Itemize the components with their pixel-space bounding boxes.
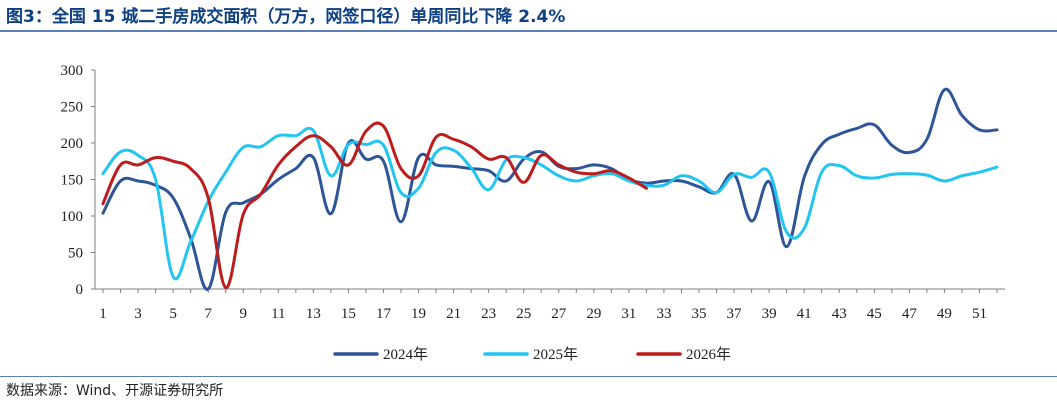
x-tick-label: 1 [99,306,107,322]
x-tick-label: 23 [481,306,496,322]
legend-label-2: 2025年 [533,346,578,363]
y-tick-label: 200 [61,136,84,152]
x-tick-label: 7 [204,306,212,322]
x-tick-label: 41 [797,306,812,322]
title-underline [0,30,1057,32]
x-tick-label: 37 [727,306,743,322]
x-tick-label: 31 [621,306,636,322]
legend-label-1: 2024年 [383,346,428,363]
source-divider [0,376,1057,377]
x-tick-label: 33 [656,306,671,322]
x-tick-label: 47 [902,306,918,322]
y-tick-label: 50 [68,246,83,262]
y-tick-label: 300 [61,63,84,79]
x-tick-label: 43 [832,306,847,322]
x-tick-label: 17 [376,306,392,322]
x-tick-label: 21 [446,306,461,322]
x-tick-label: 19 [411,306,426,322]
x-tick-label: 27 [551,306,567,322]
series-line-2 [101,126,999,281]
y-tick-label: 0 [76,282,84,298]
x-tick-label: 35 [692,306,707,322]
x-tick-label: 39 [762,306,777,322]
series-line-3 [101,121,648,290]
series-line-1 [101,87,999,291]
y-tick-label: 250 [61,100,84,116]
x-tick-label: 25 [516,306,531,322]
x-tick-label: 11 [271,306,285,322]
x-tick-label: 15 [341,306,356,322]
y-tick-label: 150 [61,173,84,189]
source-note: 数据来源：Wind、开源证券研究所 [6,383,224,399]
x-tick-label: 9 [239,306,247,322]
y-tick-label: 100 [61,209,84,225]
x-tick-label: 5 [169,306,177,322]
x-tick-label: 51 [972,306,987,322]
legend-label-3: 2026年 [686,346,731,363]
x-tick-label: 49 [937,306,952,322]
x-tick-label: 45 [867,306,882,322]
figure-title: 图3：全国 15 城二手房成交面积（万方，网签口径）单周同比下降 2.4% [6,7,566,27]
x-tick-label: 29 [586,306,601,322]
x-tick-label: 3 [134,306,142,322]
x-tick-label: 13 [306,306,321,322]
